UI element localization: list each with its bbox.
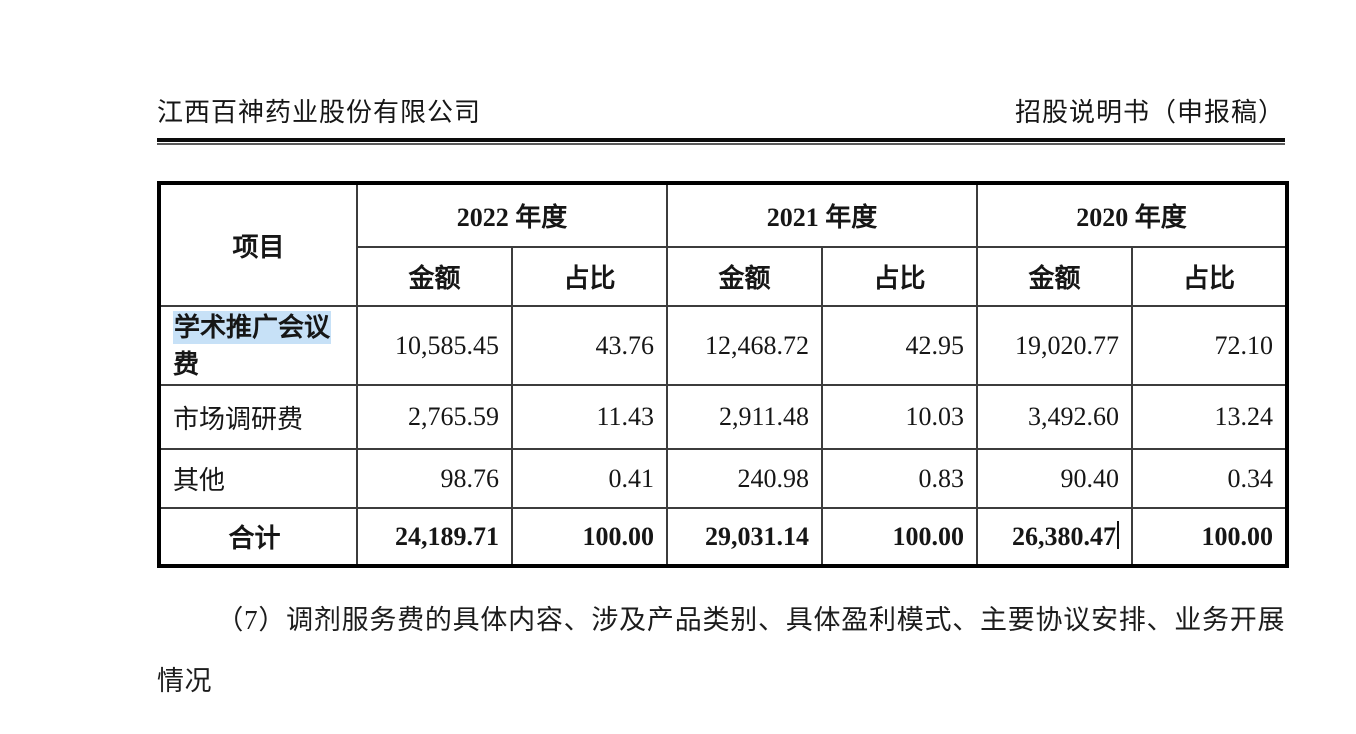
cell-amount-2021: 240.98 xyxy=(666,448,824,509)
column-header-ratio-2022: 占比 xyxy=(510,246,669,307)
cell-total-ratio-2022: 100.00 xyxy=(510,507,669,567)
row-label-other: 其他 xyxy=(158,448,358,509)
column-group-2021: 2021 年度 xyxy=(666,182,979,248)
table-row-other: 其他 98.76 0.41 240.98 0.83 90.40 0.34 xyxy=(158,448,1289,509)
column-header-ratio-2021: 占比 xyxy=(821,246,979,307)
cell-ratio-2021: 0.83 xyxy=(821,448,979,509)
cell-amount-2020: 3,492.60 xyxy=(976,384,1134,450)
cell-amount-2021: 12,468.72 xyxy=(666,305,824,386)
cell-ratio-2021: 42.95 xyxy=(821,305,979,386)
cell-total-amount-2021: 29,031.14 xyxy=(666,507,824,567)
column-header-amount-2020: 金额 xyxy=(976,246,1134,307)
row-label-continuation: 费 xyxy=(173,349,200,379)
row-label-academic-promotion: 学术推广会议 费 xyxy=(158,305,358,386)
cell-ratio-2022: 43.76 xyxy=(510,305,669,386)
cell-ratio-2022: 11.43 xyxy=(510,384,669,450)
cell-ratio-2021: 10.03 xyxy=(821,384,979,450)
cell-amount-2022: 10,585.45 xyxy=(356,305,513,386)
cell-amount-2022: 98.76 xyxy=(356,448,513,509)
column-header-amount-2021: 金额 xyxy=(666,246,824,307)
cell-ratio-2020: 13.24 xyxy=(1131,384,1289,450)
table-row-market-research: 市场调研费 2,765.59 11.43 2,911.48 10.03 3,49… xyxy=(158,384,1289,450)
header-divider xyxy=(157,138,1285,145)
column-header-item: 项目 xyxy=(158,182,358,307)
page-header: 江西百神药业股份有限公司 招股说明书（申报稿） xyxy=(157,92,1285,129)
row-label-total: 合计 xyxy=(158,507,358,567)
row-label-market-research: 市场调研费 xyxy=(158,384,358,450)
table-row-academic-promotion: 学术推广会议 费 10,585.45 43.76 12,468.72 42.95… xyxy=(158,305,1289,386)
section-heading-7: （7）调剂服务费的具体内容、涉及产品类别、具体盈利模式、主要协议安排、业务开展情… xyxy=(157,605,1285,696)
table-row-total: 合计 24,189.71 100.00 29,031.14 100.00 26,… xyxy=(158,507,1289,567)
cell-amount-2020: 19,020.77 xyxy=(976,305,1134,386)
text-cursor xyxy=(1117,521,1120,549)
company-name: 江西百神药业股份有限公司 xyxy=(157,98,482,127)
total-amount-2020-text: 26,380.47 xyxy=(1012,522,1117,551)
cell-ratio-2020: 72.10 xyxy=(1131,305,1289,386)
cell-total-amount-2022: 24,189.71 xyxy=(356,507,513,567)
cell-ratio-2020: 0.34 xyxy=(1131,448,1289,509)
cell-total-ratio-2021: 100.00 xyxy=(821,507,979,567)
column-header-ratio-2020: 占比 xyxy=(1131,246,1289,307)
document-title: 招股说明书（申报稿） xyxy=(1014,98,1285,127)
cell-amount-2022: 2,765.59 xyxy=(356,384,513,450)
cell-amount-2020: 90.40 xyxy=(976,448,1134,509)
cell-ratio-2022: 0.41 xyxy=(510,448,669,509)
column-header-amount-2022: 金额 xyxy=(356,246,513,307)
highlighted-text: 学术推广会议 xyxy=(173,310,332,344)
table-header-row-years: 项目 2022 年度 2021 年度 2020 年度 xyxy=(158,182,1289,307)
cell-total-ratio-2020: 100.00 xyxy=(1131,507,1289,567)
column-group-2020: 2020 年度 xyxy=(976,182,1289,248)
column-group-2022: 2022 年度 xyxy=(355,182,669,248)
table-header-row-metrics: 金额 占比 金额 占比 金额 占比 xyxy=(159,246,1289,307)
cell-total-amount-2020: 26,380.47 xyxy=(976,507,1134,567)
cell-amount-2021: 2,911.48 xyxy=(666,384,824,450)
expense-table: 项目 2022 年度 2021 年度 2020 年度 金额 占比 金额 占比 金… xyxy=(157,181,1290,568)
